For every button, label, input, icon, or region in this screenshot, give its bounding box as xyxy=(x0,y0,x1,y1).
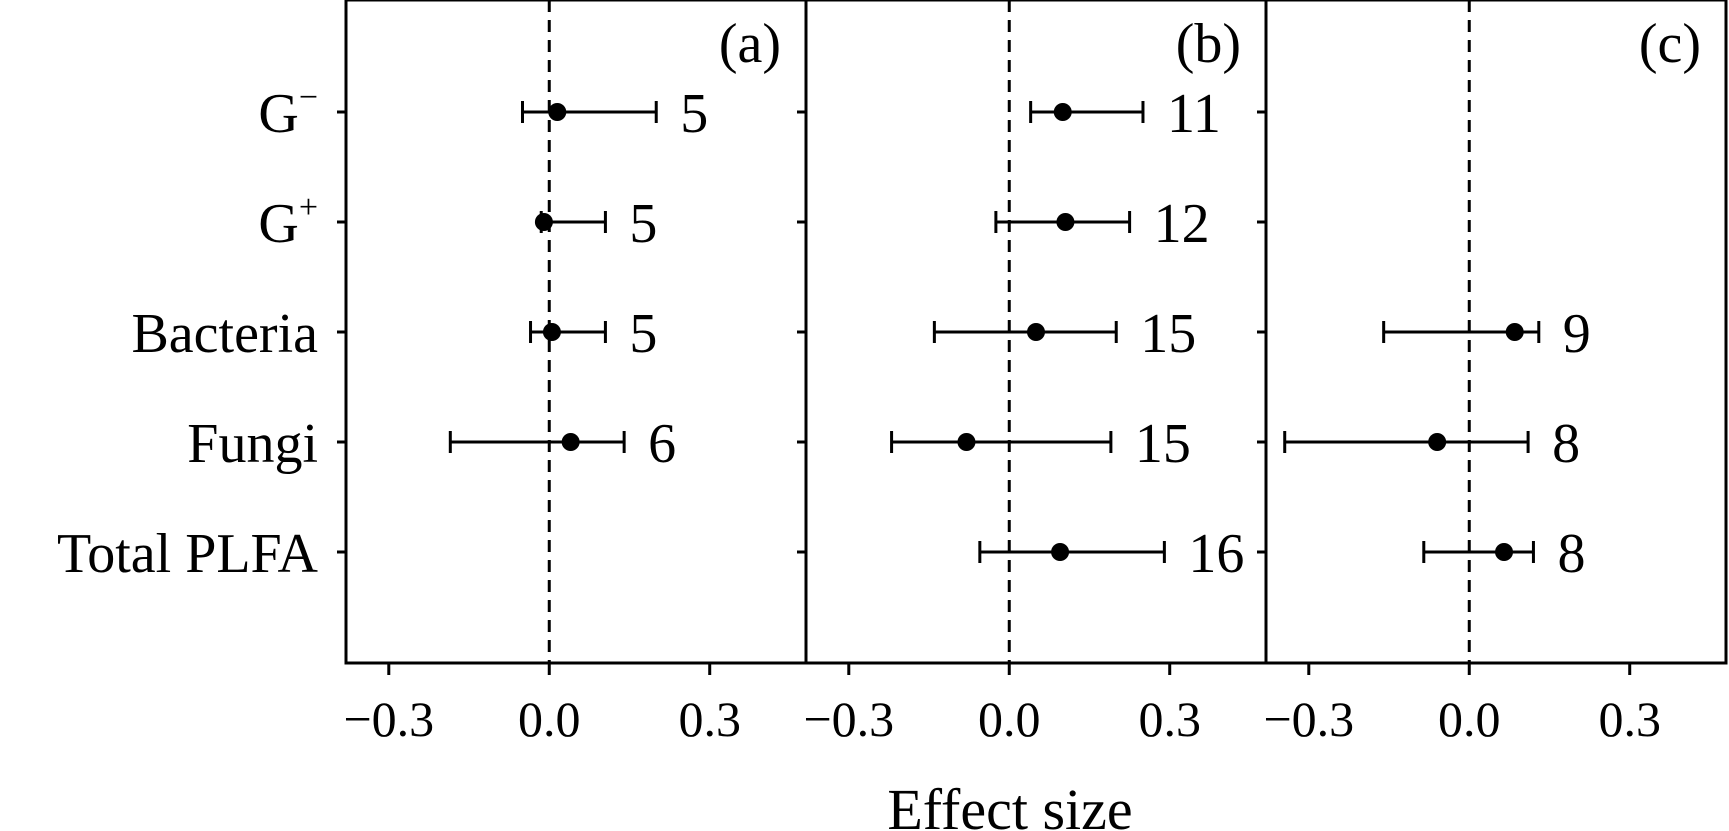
sample-size-label: 9 xyxy=(1563,303,1591,365)
sample-size-label: 5 xyxy=(680,83,708,145)
category-label: G+ xyxy=(258,189,318,255)
x-tick-label: 0.0 xyxy=(978,691,1041,747)
sample-size-label: 6 xyxy=(648,413,676,475)
mean-point xyxy=(1053,103,1072,121)
sample-size-label: 8 xyxy=(1557,523,1585,585)
sample-size-label: 16 xyxy=(1188,523,1244,585)
x-tick-label: 0.3 xyxy=(1138,691,1201,747)
mean-point xyxy=(542,323,561,341)
category-label-superscript: + xyxy=(299,189,318,226)
mean-point xyxy=(1056,213,1075,231)
category-label: G− xyxy=(258,79,318,145)
sample-size-label: 11 xyxy=(1167,83,1221,145)
mean-point xyxy=(1027,323,1045,341)
x-tick-label: 0.3 xyxy=(678,691,741,747)
mean-point xyxy=(561,433,580,451)
panel-c: −0.3 0.0 0.3 (c) 9 8 8 xyxy=(1257,0,1728,747)
x-tick-label: −0.3 xyxy=(343,691,434,747)
panel-label: (b) xyxy=(1176,13,1241,75)
category-label: Fungi xyxy=(187,413,318,475)
mean-point xyxy=(1428,433,1447,451)
sample-size-label: 12 xyxy=(1154,193,1210,255)
x-axis-label: Effect size xyxy=(887,777,1132,831)
x-tick-label: 0.3 xyxy=(1598,691,1661,747)
mean-point xyxy=(1051,543,1070,561)
sample-size-label: 15 xyxy=(1135,413,1191,475)
category-labels: G− G+ Bacteria Fungi Total PLFA xyxy=(57,79,319,585)
category-label-superscript: − xyxy=(299,79,318,116)
mean-point xyxy=(548,103,567,121)
x-tick-label: 0.0 xyxy=(518,691,581,747)
sample-size-label: 8 xyxy=(1552,413,1580,475)
x-tick-label: 0.0 xyxy=(1438,691,1501,747)
mean-point xyxy=(534,213,553,231)
panel-label: (a) xyxy=(719,13,781,75)
panel-label: (c) xyxy=(1639,13,1701,75)
sample-size-label: 5 xyxy=(629,303,657,365)
sample-size-label: 5 xyxy=(629,193,657,255)
sample-size-label: 15 xyxy=(1140,303,1196,365)
x-tick-label: −0.3 xyxy=(803,691,894,747)
panel-b: −0.3 0.0 0.3 (b) 11 12 15 15 16 xyxy=(797,0,1268,747)
x-tick-label: −0.3 xyxy=(1263,691,1354,747)
mean-point xyxy=(1495,543,1514,561)
category-label: Total PLFA xyxy=(57,523,319,585)
mean-point xyxy=(1505,323,1524,341)
category-label: Bacteria xyxy=(131,303,318,365)
mean-point xyxy=(957,433,976,451)
